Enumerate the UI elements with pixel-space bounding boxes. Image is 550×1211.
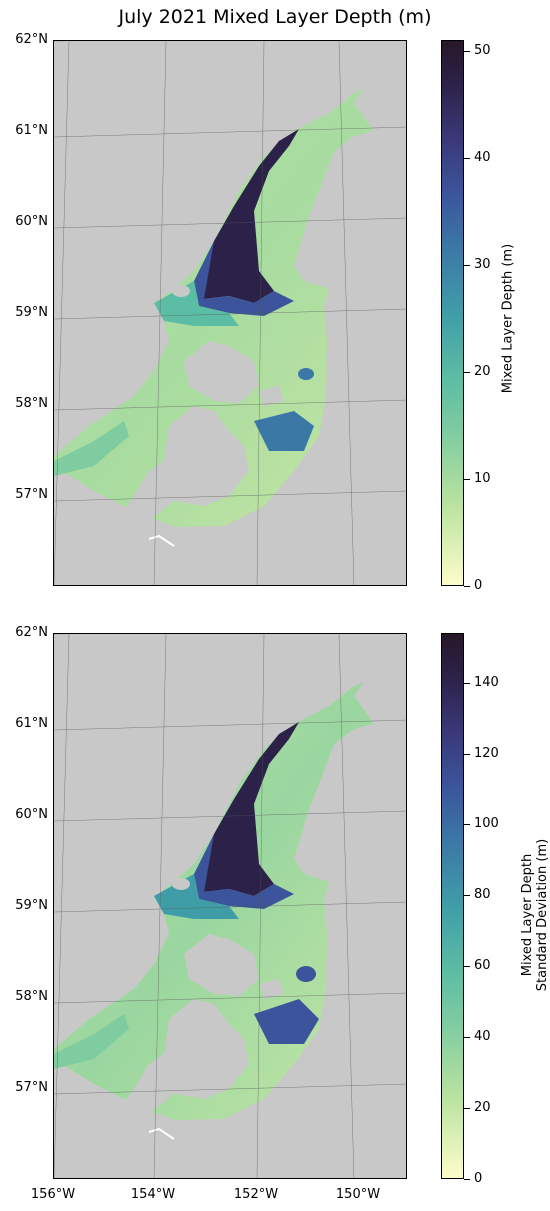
southwest-strip <box>54 1014 129 1069</box>
colorbar-tick <box>464 478 470 480</box>
colorbar-tick-label: 40 <box>474 149 491 165</box>
inlet-mid <box>194 834 294 909</box>
lat-label: 62°N <box>15 625 48 640</box>
colorbar-tick <box>464 966 470 968</box>
kennedy-deep <box>254 999 319 1044</box>
colorbar-tick <box>464 895 470 897</box>
colorbar-tick-label: 100 <box>474 816 499 832</box>
colorbar-tick-label: 20 <box>474 363 491 379</box>
kodiak-land <box>124 406 249 521</box>
colorbar-tick <box>464 50 470 52</box>
colorbar-tick <box>464 371 470 373</box>
colorbar-tick-label: 50 <box>474 42 491 58</box>
figure-title: July 2021 Mixed Layer Depth (m) <box>118 6 432 28</box>
lon-label: 156°W <box>30 1187 76 1202</box>
lat-label: 59°N <box>15 898 48 913</box>
colorbar-label-std-line1: Mixed Layer Depth <box>520 853 535 977</box>
colorbar-std <box>441 633 464 1179</box>
colorbar-tick <box>464 1037 470 1039</box>
kennedy-deep <box>254 411 314 451</box>
colorbar-tick-label: 0 <box>474 578 483 593</box>
lat-label: 61°N <box>15 716 48 731</box>
colorbar-tick <box>464 264 470 266</box>
lat-label: 60°N <box>15 807 48 822</box>
colorbar-tick-label: 60 <box>474 958 491 974</box>
colorbar-tick <box>464 1179 470 1180</box>
lat-label: 58°N <box>15 989 48 1004</box>
inlet-deep <box>204 722 299 896</box>
map-panel-std <box>53 633 407 1179</box>
southwest-strip <box>54 421 129 476</box>
graticule <box>54 41 406 585</box>
colorbar-tick-label: 120 <box>474 745 499 761</box>
lon-label: 154°W <box>130 1187 176 1202</box>
lon-label: 152°W <box>233 1187 279 1202</box>
kodiak-land <box>124 999 249 1114</box>
lat-label: 57°N <box>15 1080 48 1095</box>
lat-label: 60°N <box>15 214 48 229</box>
inlet-deep <box>204 129 299 303</box>
colorbar-tick <box>464 1108 470 1110</box>
lat-label: 57°N <box>15 487 48 502</box>
colorbar-tick <box>464 586 470 587</box>
lat-label: 61°N <box>15 123 48 138</box>
colorbar-tick-label: 40 <box>474 1029 491 1045</box>
colorbar-tick <box>464 824 470 826</box>
colorbar-mld <box>441 40 464 586</box>
colorbar-label-mld: Mixed Layer Depth (m) <box>500 243 516 394</box>
graticule <box>54 634 406 1178</box>
colorbar-label-std-line2: Standard Deviation (m) <box>535 838 550 992</box>
colorbar-tick-label: 30 <box>474 256 491 272</box>
lat-label: 58°N <box>15 396 48 411</box>
colorbar-tick <box>464 753 470 755</box>
colorbar-label-std: Mixed Layer Depth Standard Deviation (m) <box>520 805 550 1025</box>
colorbar-tick-label: 0 <box>474 1171 483 1186</box>
colorbar-tick-label: 10 <box>474 470 491 486</box>
colorbar-tick-label: 20 <box>474 1100 491 1116</box>
lat-label: 59°N <box>15 305 48 320</box>
colorbar-tick <box>464 157 470 159</box>
lon-label: 150°W <box>335 1187 381 1202</box>
map-canvas-std <box>54 634 406 1178</box>
colorbar-tick <box>464 682 470 684</box>
map-panel-mld <box>53 40 407 586</box>
lat-label: 62°N <box>15 32 48 47</box>
colorbar-tick-label: 80 <box>474 887 491 903</box>
inlet-mid <box>194 241 294 316</box>
colorbar-tick-label: 140 <box>474 674 499 690</box>
map-canvas-mld <box>54 41 406 585</box>
